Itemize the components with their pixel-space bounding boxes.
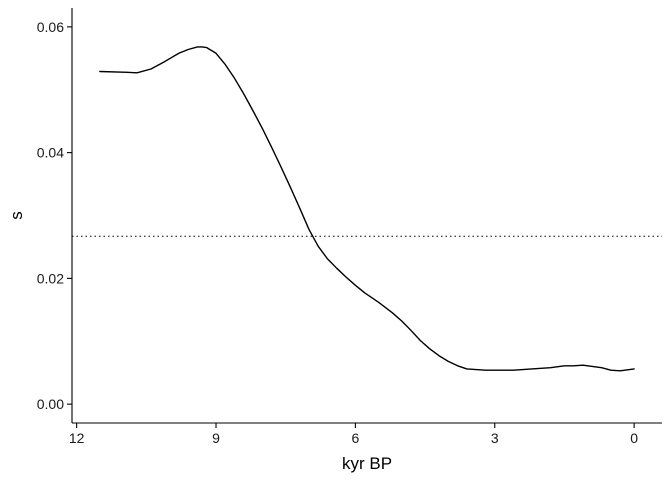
x-tick-label: 12 (69, 430, 85, 446)
y-axis-title: s (7, 211, 26, 220)
y-axis-ticks: 0.00 0.02 0.04 0.06 (37, 19, 72, 412)
x-tick-label: 0 (630, 430, 638, 446)
x-axis-ticks: 12 9 6 3 0 (69, 423, 638, 446)
series-line (99, 46, 635, 372)
x-tick-label: 3 (491, 430, 499, 446)
x-tick-label: 6 (351, 430, 359, 446)
x-tick-label: 9 (212, 430, 220, 446)
y-tick-label: 0.04 (37, 145, 64, 161)
y-tick-label: 0.06 (37, 19, 64, 35)
x-axis-title: kyr BP (342, 454, 392, 473)
series-group (99, 46, 635, 372)
y-tick-label: 0.02 (37, 270, 64, 286)
y-tick-label: 0.00 (37, 396, 64, 412)
